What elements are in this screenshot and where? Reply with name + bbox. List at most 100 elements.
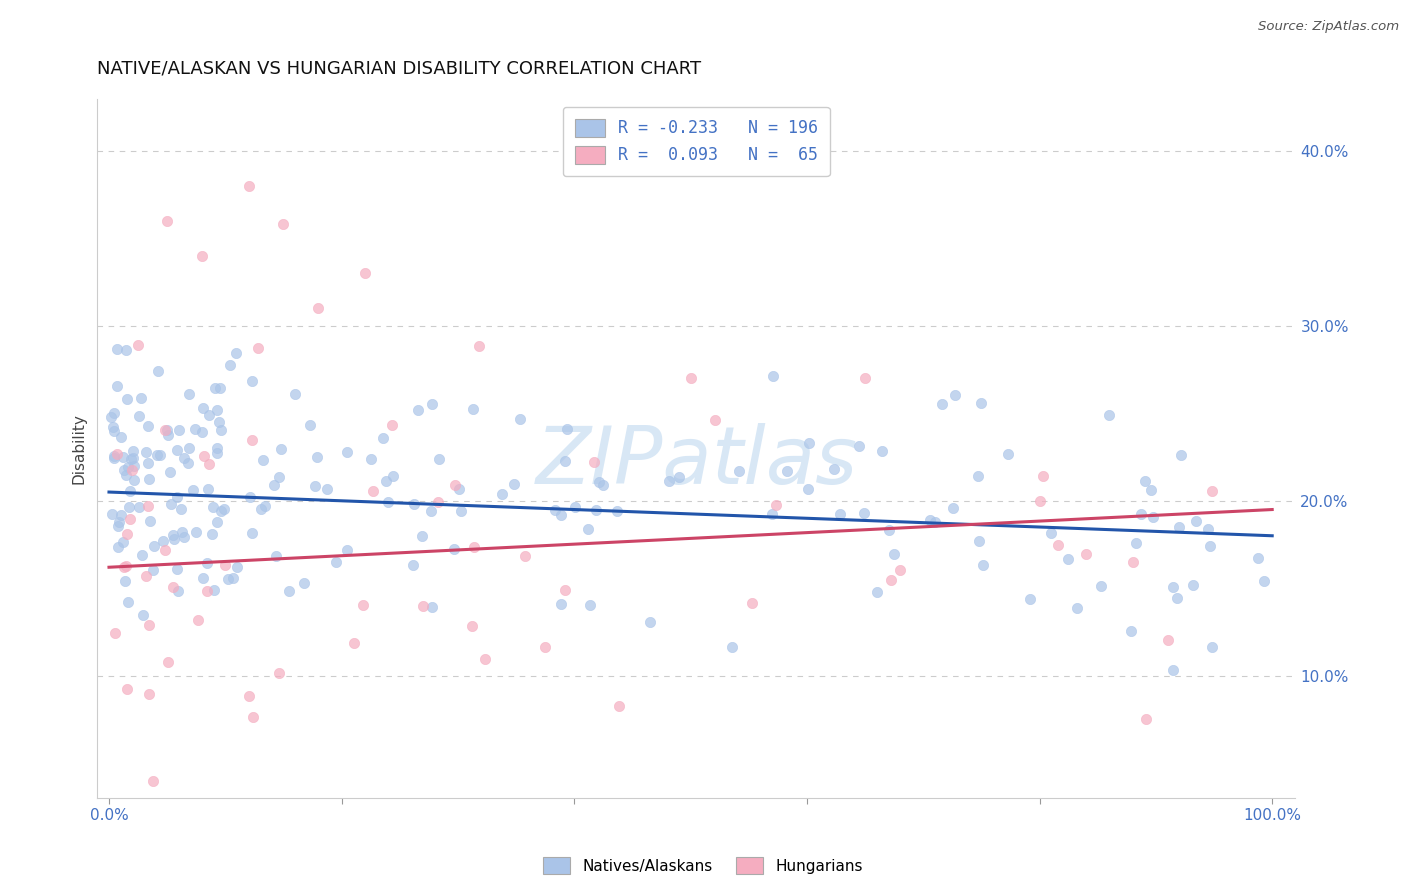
Point	[278, 583, 301, 598]
Y-axis label: Disability: Disability	[72, 413, 86, 483]
Point	[122, 473, 145, 487]
Point	[193, 401, 215, 415]
Point	[107, 519, 129, 533]
Point	[316, 482, 339, 496]
Point	[120, 484, 142, 499]
Point	[1090, 579, 1112, 593]
Point	[184, 525, 207, 540]
Point	[138, 499, 160, 513]
Point	[117, 595, 139, 609]
Point	[253, 499, 276, 513]
Point	[252, 453, 274, 467]
Point	[554, 454, 576, 468]
Point	[142, 773, 165, 788]
Point	[354, 267, 377, 281]
Point	[114, 468, 136, 483]
Point	[120, 452, 142, 467]
Point	[238, 179, 260, 194]
Point	[1161, 580, 1184, 594]
Point	[103, 451, 125, 466]
Point	[427, 495, 450, 509]
Point	[170, 524, 193, 539]
Point	[166, 584, 188, 599]
Point	[208, 381, 231, 395]
Point	[970, 396, 993, 410]
Point	[583, 455, 606, 469]
Point	[889, 563, 911, 577]
Point	[173, 450, 195, 465]
Point	[550, 508, 572, 523]
Text: ZIPatlas: ZIPatlas	[536, 424, 858, 501]
Point	[797, 435, 820, 450]
Point	[447, 482, 470, 496]
Point	[263, 478, 285, 492]
Point	[1122, 555, 1144, 569]
Point	[443, 478, 465, 492]
Point	[270, 442, 292, 457]
Point	[796, 482, 818, 496]
Point	[193, 571, 215, 585]
Point	[1253, 574, 1275, 588]
Point	[149, 448, 172, 462]
Point	[184, 422, 207, 436]
Point	[1182, 578, 1205, 592]
Legend: Natives/Alaskans, Hungarians: Natives/Alaskans, Hungarians	[537, 851, 869, 880]
Point	[100, 409, 122, 424]
Point	[176, 456, 198, 470]
Point	[1135, 712, 1157, 726]
Point	[668, 470, 690, 484]
Point	[1057, 551, 1080, 566]
Point	[679, 371, 702, 385]
Point	[924, 515, 946, 529]
Point	[336, 542, 359, 557]
Point	[153, 543, 176, 558]
Point	[198, 457, 221, 471]
Point	[360, 452, 382, 467]
Point	[111, 535, 134, 549]
Point	[120, 512, 142, 526]
Point	[554, 582, 576, 597]
Point	[294, 576, 316, 591]
Point	[211, 423, 233, 437]
Point	[853, 371, 876, 385]
Point	[972, 558, 994, 573]
Point	[247, 341, 270, 355]
Point	[211, 504, 233, 518]
Point	[1032, 468, 1054, 483]
Point	[146, 448, 169, 462]
Point	[204, 381, 226, 395]
Point	[139, 514, 162, 528]
Point	[195, 557, 218, 571]
Point	[299, 418, 322, 433]
Point	[427, 451, 450, 466]
Point	[138, 472, 160, 486]
Point	[110, 430, 132, 444]
Point	[1142, 510, 1164, 524]
Point	[1201, 484, 1223, 499]
Point	[942, 501, 965, 516]
Point	[238, 690, 260, 704]
Point	[103, 424, 125, 438]
Point	[576, 522, 599, 536]
Point	[918, 513, 941, 527]
Point	[187, 613, 209, 627]
Point	[240, 433, 263, 447]
Point	[463, 540, 485, 554]
Point	[776, 464, 799, 478]
Point	[381, 418, 404, 433]
Point	[1247, 551, 1270, 566]
Point	[152, 533, 174, 548]
Point	[115, 343, 138, 357]
Point	[242, 710, 264, 724]
Point	[136, 419, 159, 434]
Point	[195, 583, 218, 598]
Point	[1168, 520, 1191, 534]
Point	[352, 598, 374, 612]
Point	[271, 217, 294, 231]
Point	[104, 625, 127, 640]
Point	[658, 474, 681, 488]
Point	[267, 665, 290, 680]
Point	[138, 618, 160, 632]
Point	[207, 446, 229, 460]
Point	[638, 615, 661, 630]
